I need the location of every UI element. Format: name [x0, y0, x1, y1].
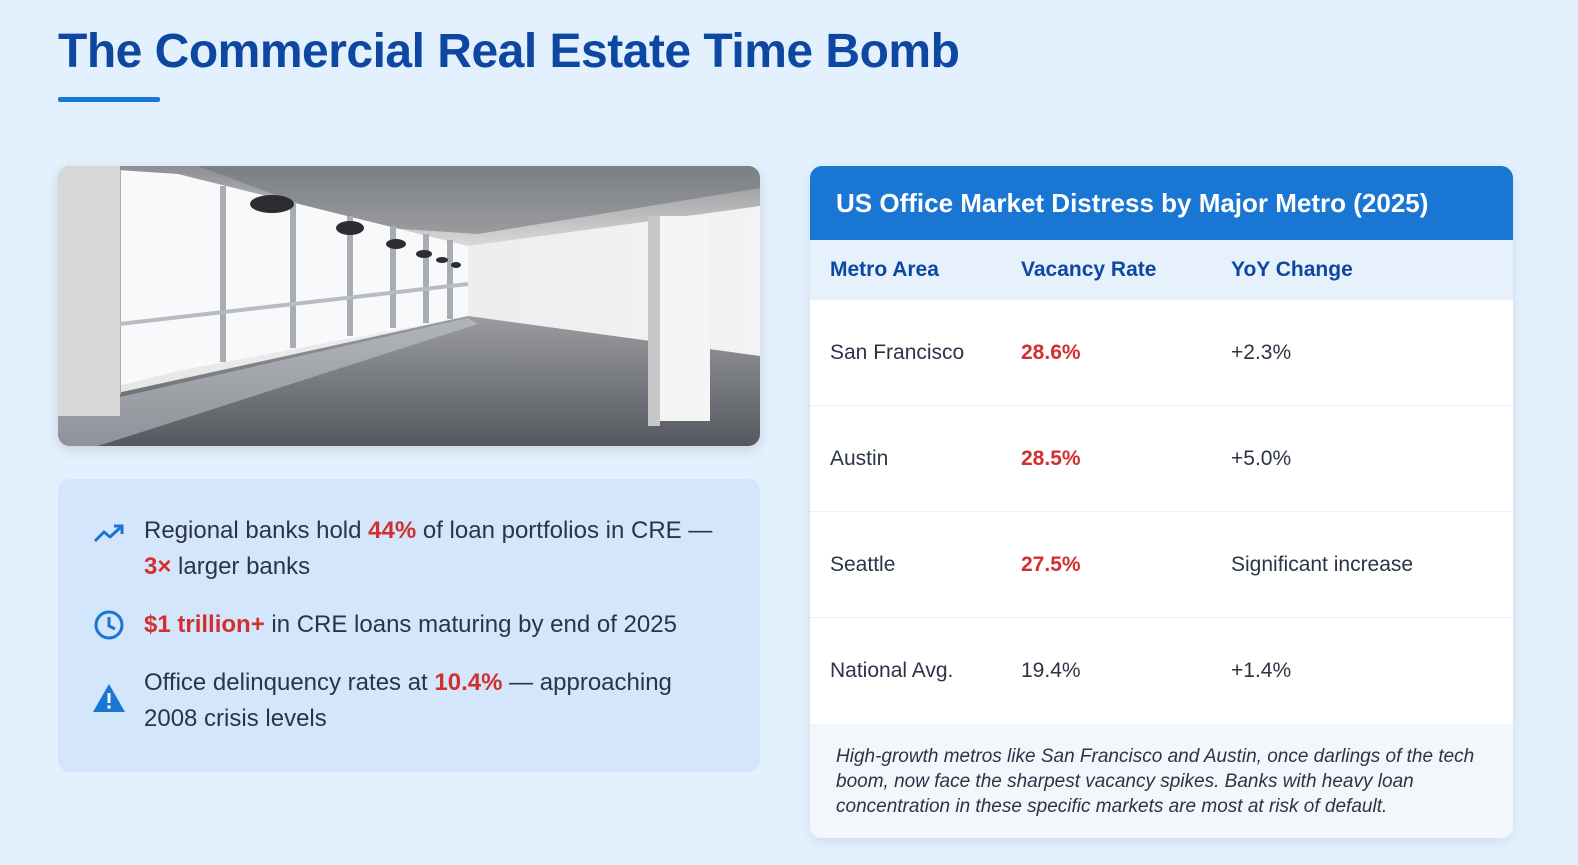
empty-office-photo	[58, 166, 760, 446]
page-title: The Commercial Real Estate Time Bomb	[58, 25, 960, 78]
fact-item-regional-banks: Regional banks hold 44% of loan portfoli…	[92, 513, 726, 585]
metro-cell: National Avg.	[830, 659, 954, 682]
column-header-metro: Metro Area	[830, 258, 939, 281]
table-title: US Office Market Distress by Major Metro…	[810, 166, 1513, 240]
table-header: Metro Area Vacancy Rate YoY Change	[810, 240, 1513, 300]
table-row: San Francisco 28.6% +2.3%	[810, 300, 1513, 406]
fact-text: $1 trillion+ in CRE loans maturing by en…	[144, 611, 677, 638]
vacancy-cell: 19.4%	[1021, 659, 1081, 682]
title-underline	[58, 97, 160, 102]
trending-up-icon	[92, 523, 126, 543]
metro-distress-table-card: US Office Market Distress by Major Metro…	[810, 166, 1513, 838]
metro-cell: San Francisco	[830, 340, 965, 364]
yoy-cell: Significant increase	[1231, 552, 1414, 576]
metro-cell: Austin	[830, 446, 889, 470]
warning-icon	[92, 683, 126, 713]
vacancy-cell: 27.5%	[1021, 552, 1081, 576]
fact-item-loans-maturing: $1 trillion+ in CRE loans maturing by en…	[92, 607, 726, 643]
fact-item-delinquency: Office delinquency rates at 10.4% — appr…	[92, 665, 726, 737]
table-row: Austin 28.5% +5.0%	[810, 406, 1513, 512]
yoy-cell: +5.0%	[1231, 446, 1292, 470]
vacancy-cell: 28.6%	[1021, 340, 1081, 364]
office-illustration	[58, 166, 760, 446]
yoy-cell: +2.3%	[1231, 340, 1292, 364]
metro-cell: Seattle	[830, 552, 896, 576]
table-row: Seattle 27.5% Significant increase	[810, 512, 1513, 618]
fact-text: Regional banks hold 44% of loan portfoli…	[144, 517, 713, 580]
column-header-vacancy: Vacancy Rate	[1021, 258, 1157, 281]
vacancy-cell: 28.5%	[1021, 446, 1081, 470]
yoy-cell: +1.4%	[1231, 659, 1292, 682]
key-facts-panel: Regional banks hold 44% of loan portfoli…	[58, 479, 760, 772]
table-row: National Avg. 19.4% +1.4%	[810, 618, 1513, 724]
fact-text: Office delinquency rates at 10.4% — appr…	[144, 669, 672, 732]
table-footnote: High-growth metros like San Francisco an…	[810, 724, 1513, 838]
column-header-yoy: YoY Change	[1231, 258, 1353, 281]
clock-icon	[92, 609, 126, 641]
